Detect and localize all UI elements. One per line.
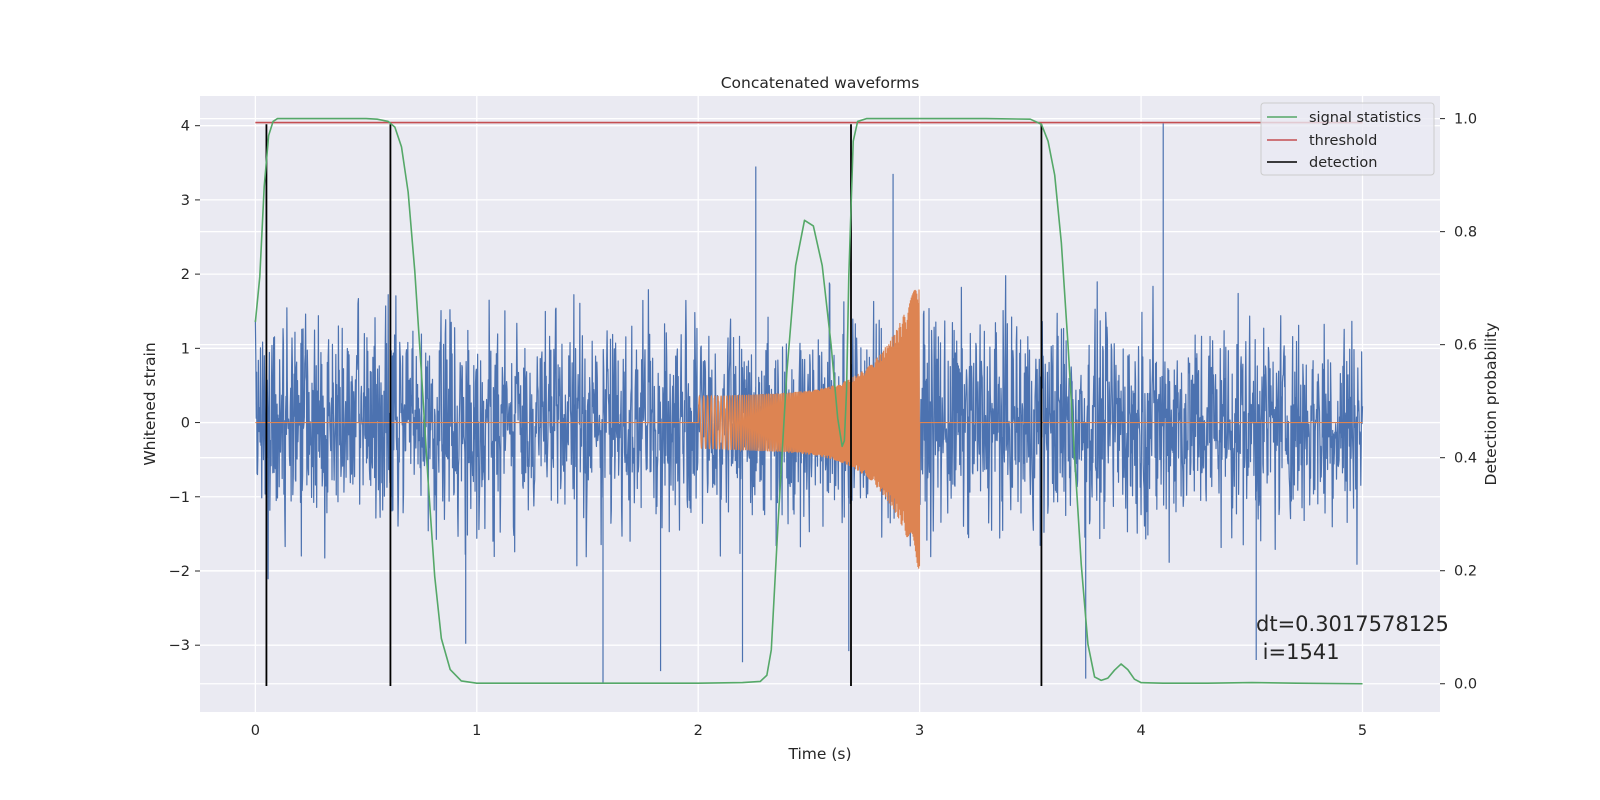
- y2-tick-label: 0.4: [1454, 451, 1477, 467]
- series-layer: [254, 117, 1364, 687]
- x-tick-label: 5: [1358, 723, 1367, 739]
- y2-tick-labels: 0.0 0.2 0.4 0.6 0.8 1.0: [1454, 112, 1477, 693]
- y-tick-label: 3: [181, 193, 190, 209]
- legend-threshold-label: threshold: [1309, 133, 1377, 149]
- y-axis-title: Whitened strain: [141, 342, 159, 465]
- injected-waveform-line: [255, 289, 1363, 569]
- signal-statistics-line: [254, 117, 1363, 685]
- x-axis-title: Time (s): [787, 745, 851, 763]
- x-tick-labels: 0 1 2 3 4 5: [251, 723, 1367, 739]
- y-tick-label: −3: [169, 638, 190, 654]
- y-tick-label: 2: [181, 267, 190, 283]
- x-tick-label: 1: [472, 723, 481, 739]
- x-tick-label: 4: [1136, 723, 1145, 739]
- y2-tick-label: 0.0: [1454, 677, 1477, 693]
- y2-tick-label: 0.2: [1454, 564, 1477, 580]
- y-tick-label: 1: [181, 341, 190, 357]
- legend-detection-label: detection: [1309, 155, 1377, 171]
- y2-tick-label: 1.0: [1454, 112, 1477, 128]
- y-tick-label: −2: [169, 564, 190, 580]
- x-tick-label: 3: [915, 723, 924, 739]
- legend-box: [1260, 102, 1435, 176]
- y-tick-label: −1: [169, 490, 190, 506]
- x-tick-label: 2: [694, 723, 703, 739]
- chart-title: Concatenated waveforms: [721, 74, 920, 92]
- y2-axis-title: Detection probability: [1482, 323, 1500, 486]
- annotation-i: i=1541: [1256, 640, 1340, 664]
- x-tick-label: 0: [251, 723, 260, 739]
- y-tick-labels: −3 −2 −1 0 1 2 3 4: [169, 119, 190, 655]
- grid: [195, 96, 1445, 712]
- legend-signal-statistics-label: signal statistics: [1309, 110, 1421, 126]
- annotation-dt: dt=0.3017578125: [1256, 612, 1449, 636]
- y-tick-label: 4: [181, 119, 190, 135]
- legend: signal statistics threshold detection: [1260, 102, 1435, 176]
- y-tick-label: 0: [181, 416, 190, 432]
- y2-tick-label: 0.6: [1454, 338, 1477, 354]
- y2-tick-label: 0.8: [1454, 225, 1477, 241]
